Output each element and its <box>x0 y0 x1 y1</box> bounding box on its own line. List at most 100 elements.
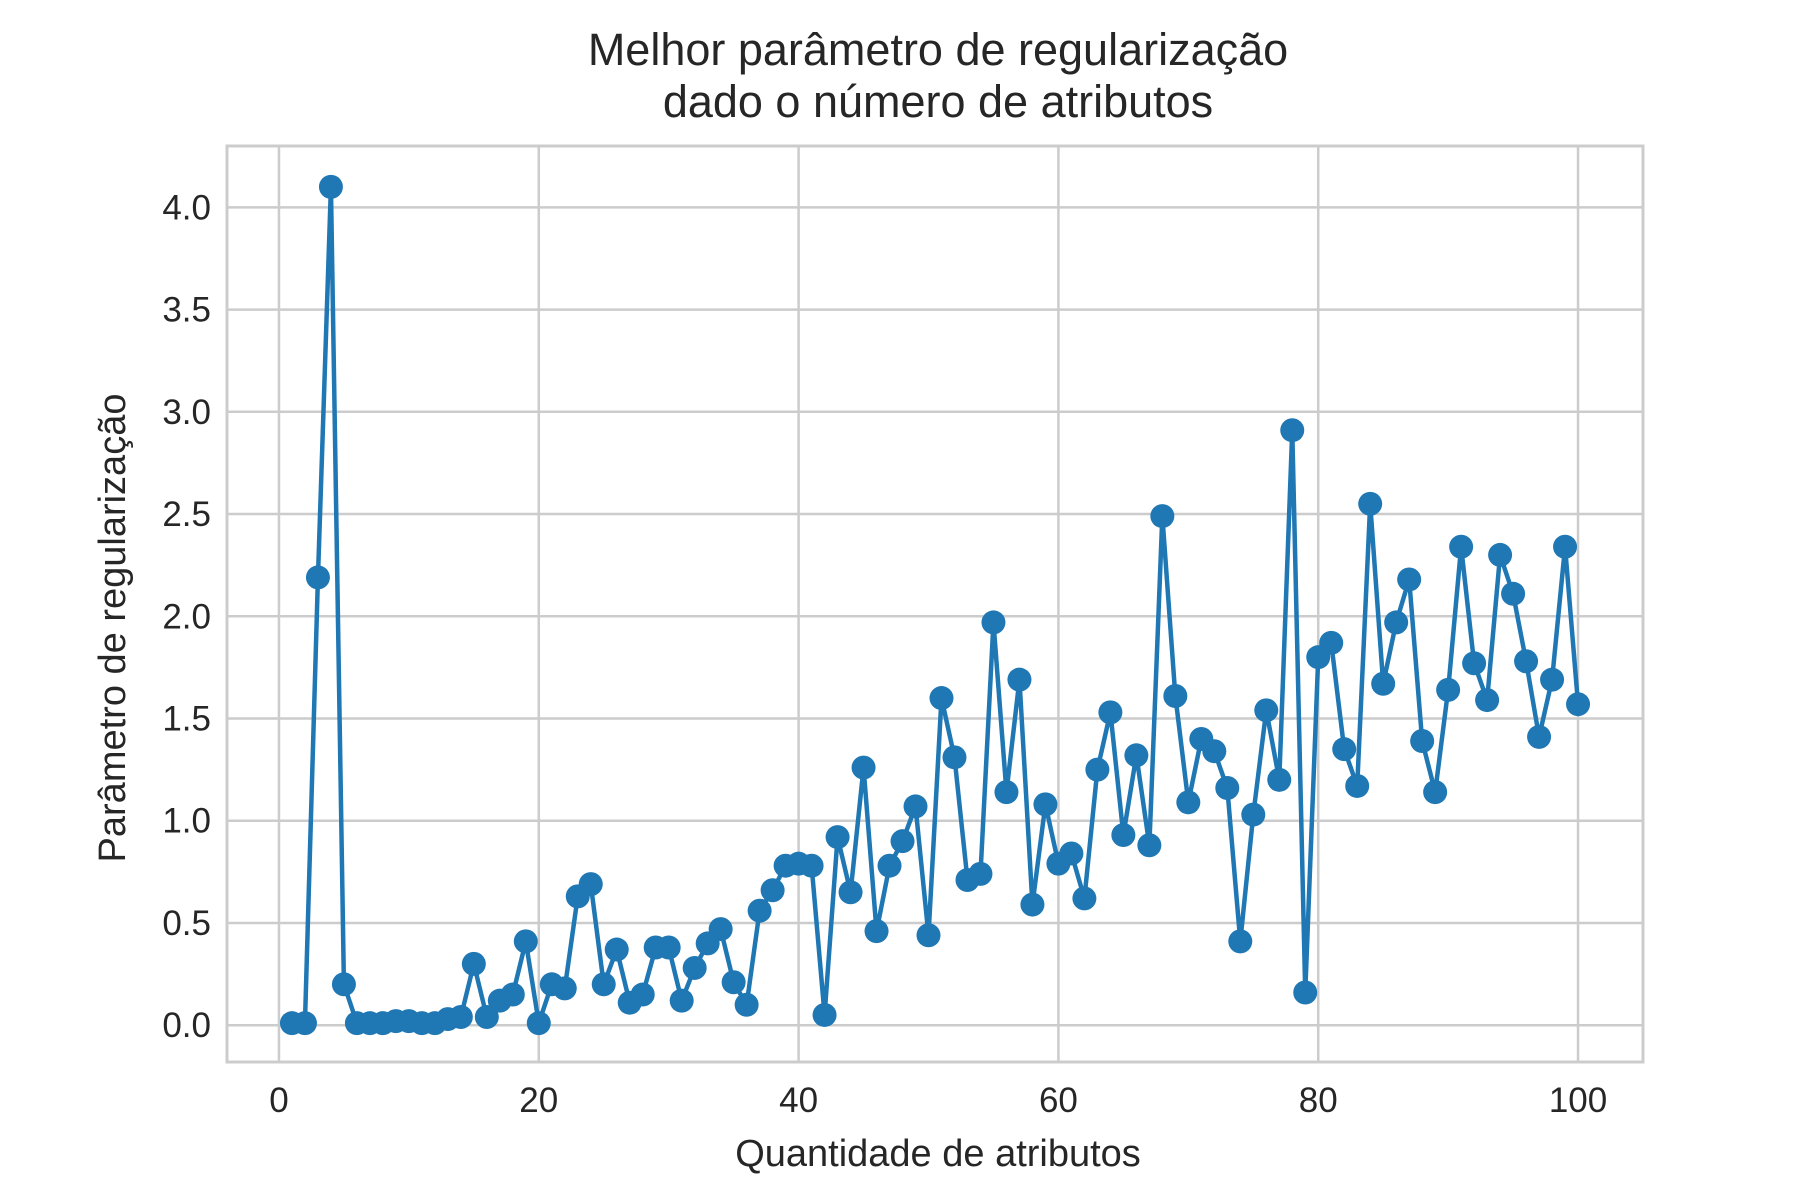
data-point <box>1059 841 1084 866</box>
x-tick-label: 60 <box>1039 1081 1078 1120</box>
y-tick-label: 1.0 <box>162 802 211 841</box>
data-point <box>682 955 707 980</box>
chart-title-line-2: dado o número de atributos <box>663 76 1213 127</box>
chart-title-line-1: Melhor parâmetro de regularização <box>588 24 1288 75</box>
data-point <box>1332 737 1357 762</box>
data-point <box>942 745 967 770</box>
data-point <box>1215 776 1240 801</box>
data-point <box>890 829 915 854</box>
data-point <box>1488 542 1513 567</box>
data-point <box>903 794 928 819</box>
data-point <box>1254 698 1279 723</box>
x-tick-label: 0 <box>269 1081 288 1120</box>
data-point <box>864 919 889 944</box>
y-tick-label: 1.5 <box>162 700 211 739</box>
data-point <box>331 972 356 997</box>
data-point <box>1527 724 1552 749</box>
data-point <box>1111 823 1136 848</box>
data-point <box>1085 757 1110 782</box>
data-point <box>656 935 681 960</box>
data-point <box>1007 667 1032 692</box>
data-point <box>513 929 538 954</box>
data-point <box>721 970 746 995</box>
data-point <box>1033 792 1058 817</box>
data-point <box>474 1005 499 1030</box>
data-point <box>1540 667 1565 692</box>
data-point <box>981 610 1006 635</box>
x-tick-label: 20 <box>519 1081 558 1120</box>
data-point <box>877 853 902 878</box>
data-point <box>1280 418 1305 443</box>
data-point <box>1241 802 1266 827</box>
data-point <box>1293 980 1318 1005</box>
data-point <box>669 988 694 1013</box>
data-point <box>812 1002 837 1027</box>
data-point <box>630 982 655 1007</box>
data-point <box>1514 649 1539 674</box>
data-point <box>1072 886 1097 911</box>
data-point <box>1410 728 1435 753</box>
data-point <box>604 937 629 962</box>
y-tick-label: 0.0 <box>162 1006 211 1045</box>
data-point <box>708 917 733 942</box>
series-line <box>291 184 1581 1026</box>
x-axis-ticks: 0 20 40 60 80 100 <box>269 1081 1607 1120</box>
data-point <box>1319 630 1344 655</box>
data-point <box>1202 739 1227 764</box>
data-point <box>1163 684 1188 709</box>
data-point <box>825 825 850 850</box>
data-point <box>1397 567 1422 592</box>
x-tick-label: 100 <box>1549 1081 1607 1120</box>
data-point <box>1150 504 1175 529</box>
y-tick-label: 3.0 <box>162 393 211 432</box>
data-point <box>1371 671 1396 696</box>
x-axis-label: Quantidade de atributos <box>735 1133 1141 1175</box>
data-point <box>799 853 824 878</box>
data-point <box>305 565 330 590</box>
data-point <box>461 951 486 976</box>
data-point <box>1020 892 1045 917</box>
data-point <box>1436 677 1461 702</box>
data-point <box>929 686 954 711</box>
data-point <box>552 976 577 1001</box>
y-tick-label: 0.5 <box>162 904 211 943</box>
data-point <box>1358 491 1383 516</box>
y-tick-label: 4.0 <box>162 188 211 227</box>
data-point <box>1384 610 1409 635</box>
x-tick-label: 40 <box>779 1081 818 1120</box>
y-axis-ticks: 0.0 0.5 1.0 1.5 2.0 2.5 3.0 3.5 4.0 <box>162 188 211 1045</box>
data-point <box>500 982 525 1007</box>
data-point <box>1098 700 1123 725</box>
data-point <box>968 861 993 886</box>
data-point <box>1137 833 1162 858</box>
series-layer <box>279 174 1591 1036</box>
data-point <box>994 780 1019 805</box>
data-point <box>1553 534 1578 559</box>
data-point <box>292 1011 317 1036</box>
y-tick-label: 2.0 <box>162 597 211 636</box>
y-tick-label: 2.5 <box>162 495 211 534</box>
data-point <box>578 872 603 897</box>
data-point <box>747 898 772 923</box>
data-point <box>591 972 616 997</box>
data-point <box>1267 767 1292 792</box>
data-point <box>318 174 343 199</box>
data-point <box>1228 929 1253 954</box>
data-point <box>734 992 759 1017</box>
data-point <box>1124 743 1149 768</box>
data-point <box>1449 534 1474 559</box>
data-point <box>1176 790 1201 815</box>
data-point <box>448 1005 473 1030</box>
data-point <box>1566 692 1591 717</box>
plot-frame <box>225 144 1645 1064</box>
data-point <box>526 1011 551 1036</box>
grid <box>227 146 1643 1062</box>
y-tick-label: 3.5 <box>162 291 211 330</box>
data-point <box>1501 581 1526 606</box>
data-point <box>838 880 863 905</box>
data-point <box>916 923 941 948</box>
data-point <box>851 755 876 780</box>
y-axis-label: Parâmetro de regularização <box>92 394 134 863</box>
